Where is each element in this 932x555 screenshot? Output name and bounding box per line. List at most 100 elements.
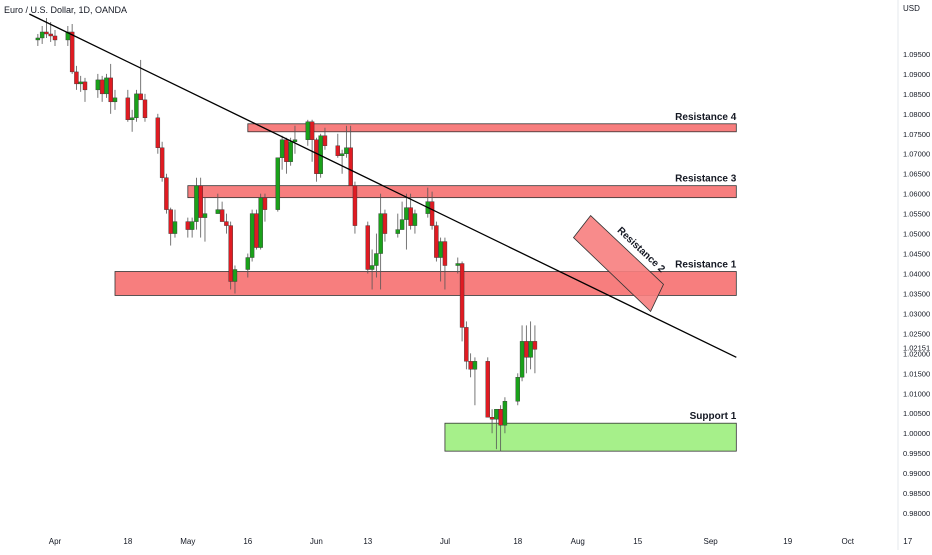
candle-body [262, 197, 268, 210]
candle [74, 65, 79, 90]
candle-body [194, 185, 199, 222]
candle [104, 73, 109, 98]
candle [352, 181, 358, 234]
candle-body [404, 207, 409, 220]
candle-body [468, 361, 473, 370]
candle-body [138, 93, 143, 101]
candle [185, 217, 191, 238]
candle [309, 119, 315, 162]
candle [515, 373, 520, 406]
candle-body [142, 99, 148, 119]
candle [39, 25, 45, 44]
candle [494, 409, 499, 450]
candle [489, 409, 495, 434]
candle [528, 321, 533, 370]
candle [442, 237, 448, 290]
candle-body [365, 225, 371, 270]
candle-body [369, 265, 375, 270]
candle-body [429, 201, 435, 226]
candle [519, 325, 525, 382]
candle-body [378, 213, 383, 254]
candle [438, 237, 443, 282]
zones-layer [114, 123, 737, 452]
candle [472, 357, 478, 406]
candle [532, 325, 538, 374]
candle [339, 149, 345, 174]
time-tick-label: 13 [363, 537, 372, 546]
candle-body [219, 209, 225, 222]
candle [134, 89, 139, 122]
candle [78, 75, 83, 92]
price-tick-label: 1.01500 [903, 369, 930, 378]
candle [69, 23, 75, 74]
candle-body [288, 141, 293, 162]
candle-body [472, 361, 478, 370]
candle-body [399, 219, 405, 230]
candle-body [412, 213, 418, 226]
candle [399, 201, 405, 230]
time-tick-label: Jun [310, 537, 323, 546]
candle-body [35, 37, 41, 41]
price-tick-label: 0.99500 [903, 449, 930, 458]
candle-body [112, 97, 118, 103]
time-tick-label: Oct [841, 537, 854, 546]
candle-body [39, 31, 45, 39]
price-tick-label: 1.03500 [903, 289, 930, 298]
price-tick-label: 1.03000 [903, 309, 930, 318]
price-tick-label: 1.01000 [903, 389, 930, 398]
time-tick-label: 15 [633, 537, 642, 546]
candle [344, 125, 349, 158]
candle [404, 193, 409, 250]
candle [224, 213, 229, 234]
candle-body [305, 121, 311, 140]
candle-body [275, 157, 281, 210]
candle-body [494, 409, 499, 420]
time-tick-label: 17 [903, 537, 912, 546]
candle-body [189, 221, 195, 230]
time-tick-label: Apr [49, 537, 62, 546]
price-tick-label: 1.08000 [903, 110, 930, 119]
candle [48, 21, 53, 42]
candle-body [314, 139, 319, 174]
candle [164, 173, 169, 214]
candle [189, 217, 195, 238]
symbol-title: Euro / U.S. Dollar, 1D, OANDA [4, 5, 128, 15]
candle [228, 221, 233, 290]
time-tick-label: Jul [440, 537, 450, 546]
candle [168, 207, 173, 246]
candle-body [292, 139, 298, 142]
candle [254, 209, 259, 250]
price-axis[interactable]: 1.09500 1.09000 1.08500 1.08000 1.07500 1.070… [897, 0, 930, 550]
candle-body [348, 147, 353, 186]
candle-body [489, 417, 495, 420]
candle-body [438, 241, 443, 258]
candle-body [532, 341, 538, 350]
time-tick-label: 18 [123, 537, 132, 546]
price-tick-label: 0.99000 [903, 469, 930, 478]
candle [498, 405, 503, 452]
candle [468, 353, 473, 378]
time-axis[interactable]: Apr 18 May 16 Jun 13 Jul 18 Aug 15 Sep 19 Oct 17 [49, 537, 913, 546]
candle [95, 73, 101, 98]
candle-body [125, 97, 131, 121]
candle [99, 75, 105, 102]
price-tick-label: 1.02000 [903, 349, 930, 358]
candle-body [339, 153, 345, 156]
resistance-1-zone [114, 271, 737, 296]
candle [374, 233, 379, 278]
candle-body [245, 257, 251, 270]
candle [215, 193, 221, 214]
candle [258, 193, 263, 250]
candle [314, 137, 319, 182]
price-tick-label: 0.98000 [903, 509, 930, 518]
candle-body [254, 213, 259, 248]
candle [142, 93, 148, 122]
candle [125, 89, 131, 122]
candle-body [82, 81, 88, 91]
price-tick-label: 1.02151 [903, 343, 930, 352]
price-tick-label: 1.07500 [903, 130, 930, 139]
candle-body [455, 263, 460, 266]
rotated-zone-layer [572, 215, 664, 313]
